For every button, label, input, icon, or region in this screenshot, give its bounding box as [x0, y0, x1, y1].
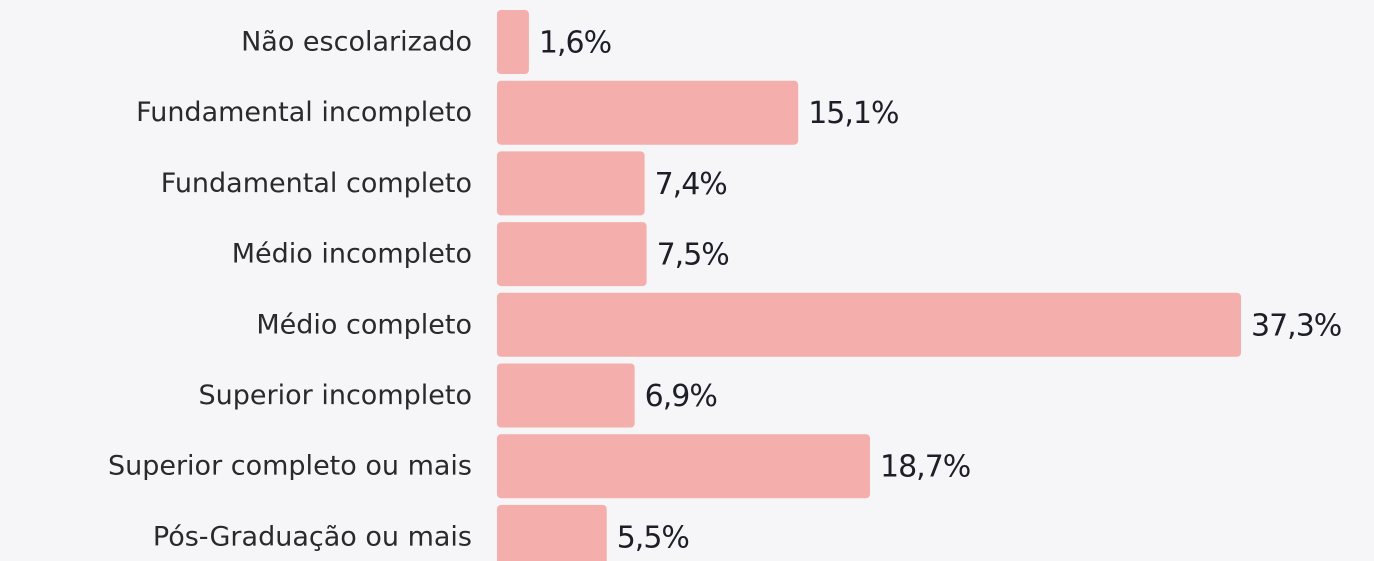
bar: [497, 292, 1241, 357]
bar: [497, 10, 529, 74]
bar: [497, 434, 870, 499]
bar: [497, 363, 635, 428]
bar: [497, 222, 647, 287]
value-label: 15,1%: [808, 96, 898, 131]
value-label: 37,3%: [1251, 308, 1341, 343]
category-label: Fundamental incompleto: [136, 97, 472, 128]
category-label: Médio incompleto: [232, 239, 472, 270]
value-label: 1,6%: [539, 26, 611, 61]
value-label: 18,7%: [880, 450, 970, 485]
bar: [497, 151, 645, 216]
category-label: Não escolarizado: [241, 27, 472, 58]
value-label: 7,4%: [655, 167, 727, 202]
value-label: 7,5%: [657, 238, 729, 273]
category-label: Médio completo: [256, 309, 472, 340]
bar: [497, 504, 607, 561]
category-label: Fundamental completo: [161, 168, 472, 199]
bar: [497, 80, 799, 145]
category-label: Superior incompleto: [199, 380, 472, 411]
category-label: Superior completo ou mais: [108, 451, 472, 482]
value-label: 5,5%: [617, 520, 689, 555]
value-label: 6,9%: [645, 379, 717, 414]
category-label: Pós-Graduação ou mais: [153, 521, 472, 552]
